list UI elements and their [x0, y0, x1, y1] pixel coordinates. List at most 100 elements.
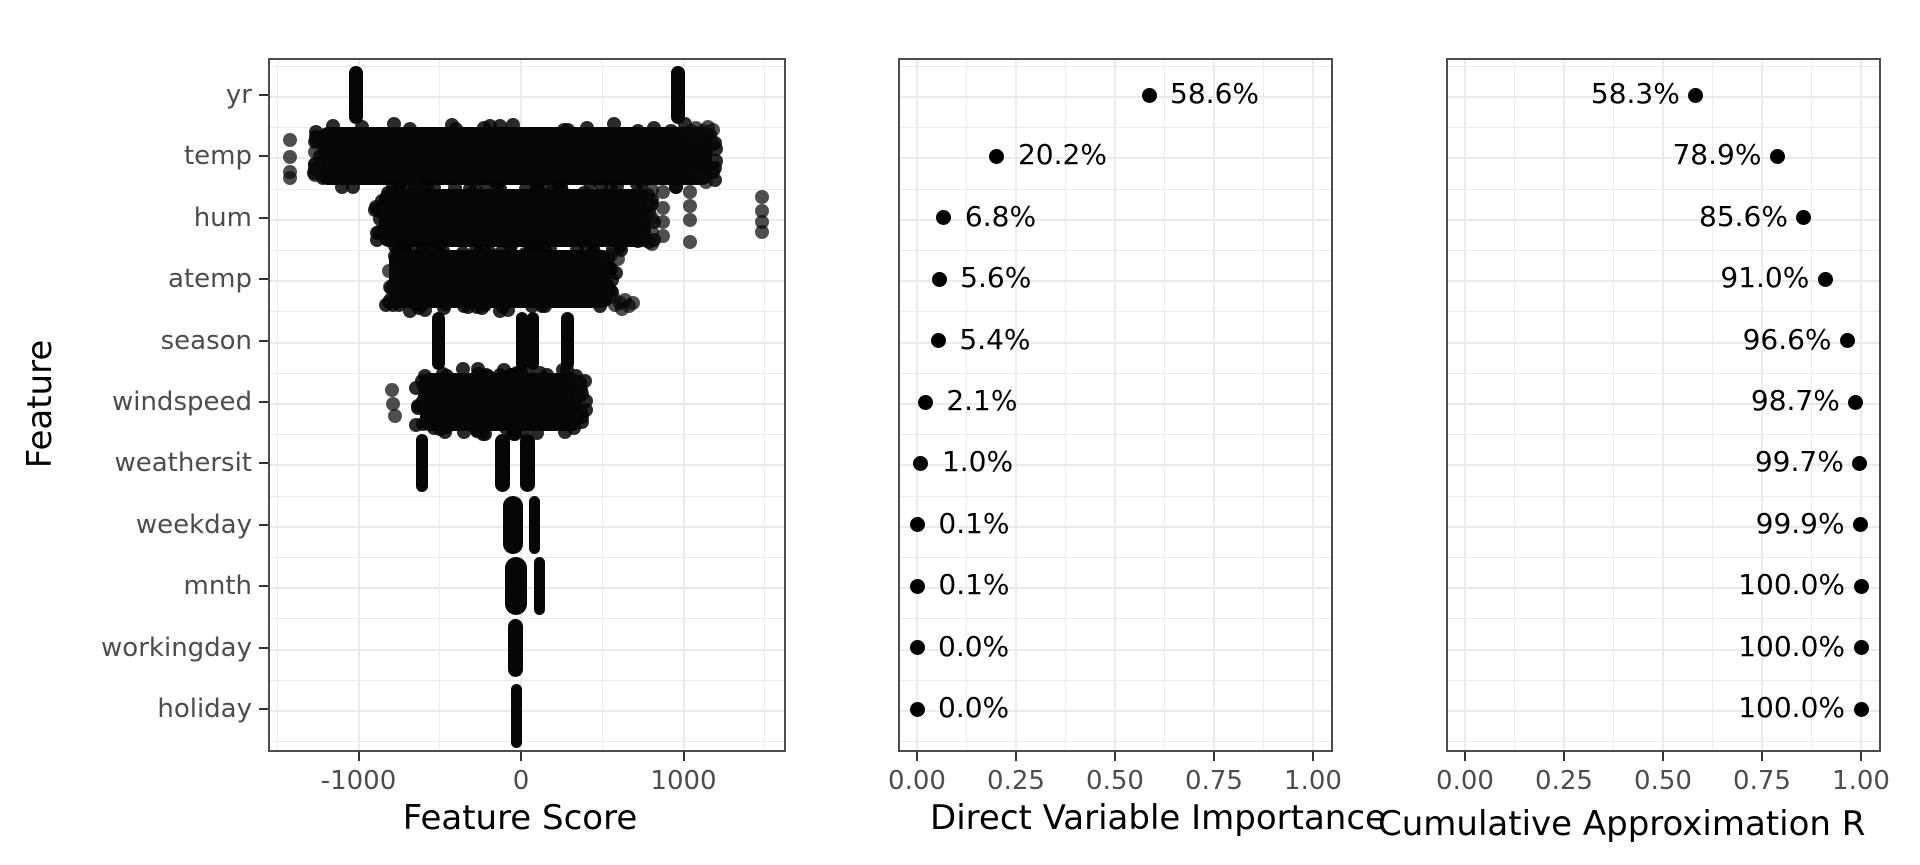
importance-dot — [930, 333, 946, 349]
x-tick-label: 0.75 — [1733, 766, 1791, 796]
y-tick — [259, 523, 268, 526]
y-tick — [259, 646, 268, 649]
score-outlier-dot — [705, 123, 720, 138]
grid-line-v-minor — [601, 60, 603, 750]
grid-line-h-minor — [270, 495, 784, 497]
score-outlier-dot — [699, 175, 714, 190]
cumulative-dot — [1853, 578, 1869, 594]
feature-tick-label: season — [160, 325, 252, 356]
x-tick-label: 0.75 — [1185, 766, 1243, 796]
grid-line-v-minor — [1613, 60, 1614, 750]
grid-line-h-minor — [270, 557, 784, 558]
importance-dot — [931, 271, 947, 287]
score-bar — [528, 495, 540, 554]
importance-value-label: 0.1% — [938, 506, 1010, 540]
score-band — [389, 250, 611, 309]
score-band — [317, 127, 712, 186]
x-axis-title-feature-score: Feature Score — [402, 798, 638, 838]
score-outlier-dot — [683, 234, 697, 249]
score-outlier-dot — [644, 236, 659, 251]
importance-value-label: 5.4% — [959, 322, 1031, 356]
cumulative-value-label: 100.0% — [1738, 568, 1845, 602]
score-outlier-dot — [572, 375, 587, 389]
cumulative-value-label: 91.0% — [1720, 261, 1810, 295]
grid-line-v-minor — [1065, 60, 1066, 750]
score-outlier-dot — [610, 252, 625, 267]
grid-line-v-major — [1312, 60, 1314, 750]
feature-tick-label: temp — [183, 141, 252, 172]
grid-line-v-major — [1464, 60, 1466, 750]
x-tick-label: 0.00 — [1436, 766, 1494, 796]
grid-line-v-minor — [1263, 60, 1264, 750]
y-tick — [259, 401, 268, 403]
grid-line-v-minor — [1514, 60, 1515, 750]
grid-line-h-major — [270, 96, 784, 98]
importance-value-label: 58.6% — [1170, 77, 1259, 110]
score-outlier-dot — [386, 397, 401, 411]
importance-dot — [913, 455, 929, 471]
x-tick-label: 0.25 — [1535, 766, 1593, 796]
y-tick — [259, 585, 268, 588]
grid-line-v-minor — [276, 60, 278, 750]
grid-line-h-major — [270, 525, 784, 528]
score-bar — [349, 66, 364, 124]
cumulative-dot — [1817, 271, 1833, 287]
score-bar — [533, 557, 545, 616]
score-bar — [507, 618, 523, 677]
importance-dot — [989, 148, 1005, 164]
score-outlier-dot — [382, 264, 397, 279]
score-outlier-dot — [282, 171, 297, 186]
grid-line-h-minor — [270, 679, 784, 681]
score-bar — [520, 434, 536, 493]
score-outlier-dot — [705, 137, 720, 152]
score-outlier-dot — [385, 383, 400, 397]
importance-dot — [909, 578, 925, 594]
grid-line-v-major — [1662, 60, 1664, 750]
cumulative-dot — [1853, 517, 1869, 533]
grid-line-v-minor — [966, 60, 967, 750]
score-outlier-dot — [754, 203, 769, 218]
grid-line-v-minor — [764, 60, 766, 750]
score-outlier-dot — [644, 182, 659, 197]
score-outlier-dot — [387, 409, 402, 423]
x-axis-title-direct-importance: Direct Variable Importance — [930, 798, 1386, 838]
score-fringe-dot — [708, 153, 723, 168]
importance-dot — [909, 640, 925, 656]
x-tick — [520, 752, 522, 761]
x-tick — [916, 752, 918, 761]
feature-tick-label: atemp — [168, 264, 252, 295]
importance-dot — [909, 701, 925, 717]
x-tick-label: 0.50 — [1634, 766, 1692, 796]
x-tick — [1114, 752, 1116, 761]
score-outlier-dot — [754, 189, 769, 204]
score-outlier-dot — [383, 280, 398, 295]
score-outlier-dot — [683, 184, 697, 199]
importance-dot — [936, 210, 952, 226]
cumulative-value-label: 99.7% — [1754, 445, 1844, 479]
feature-tick-label: hum — [193, 202, 252, 233]
grid-line-v-major — [1213, 60, 1215, 750]
score-bar — [504, 557, 527, 616]
grid-line-v-major — [1015, 60, 1017, 750]
grid-line-v-minor — [1712, 60, 1713, 750]
cumulative-dot — [1852, 455, 1868, 471]
feature-tick-label: weekday — [135, 509, 252, 540]
x-tick-label: 1.00 — [1832, 766, 1890, 796]
score-bar — [495, 434, 511, 493]
score-band — [419, 373, 582, 431]
importance-dot — [909, 517, 925, 533]
grid-line-h-minor — [270, 311, 784, 313]
y-tick — [259, 216, 268, 219]
x-tick — [357, 752, 360, 761]
grid-line-v-minor — [1811, 60, 1812, 750]
grid-line-h-minor — [270, 65, 784, 67]
score-bar — [503, 495, 524, 554]
score-outlier-dot — [384, 292, 399, 307]
score-outlier-dot — [282, 150, 297, 165]
score-outlier-dot — [655, 184, 670, 199]
score-outlier-dot — [655, 228, 670, 243]
x-tick-label: 0 — [512, 766, 530, 796]
feature-tick-label: holiday — [157, 694, 252, 724]
grid-line-h-minor — [270, 618, 784, 620]
importance-dot — [1141, 87, 1157, 103]
